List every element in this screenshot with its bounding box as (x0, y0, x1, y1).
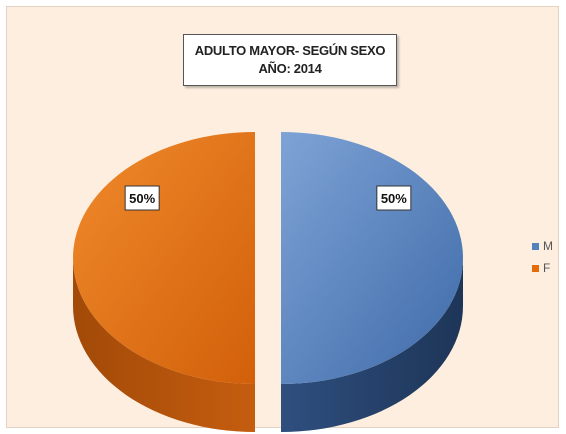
slice-f (73, 132, 255, 432)
legend-label-m: M (543, 239, 553, 253)
chart-title-box: ADULTO MAYOR- SEGÚN SEXO AÑO: 2014 (183, 34, 397, 86)
legend-swatch-m (532, 242, 539, 250)
chart-subtitle: AÑO: 2014 (258, 61, 322, 76)
svg-text:50%: 50% (129, 191, 155, 206)
slice-m-side (281, 258, 463, 432)
slice-m-top (281, 132, 463, 384)
slice-f-side (73, 258, 255, 432)
legend-swatch-f (532, 264, 539, 272)
slice-m (281, 132, 463, 432)
data-label-f: 50% (124, 185, 160, 211)
legend: M F (532, 235, 553, 279)
data-label-m: 50% (376, 185, 412, 211)
slice-f-top (73, 132, 255, 384)
legend-item-m: M (532, 235, 553, 257)
legend-label-f: F (543, 261, 551, 275)
legend-item-f: F (532, 257, 553, 279)
svg-text:50%: 50% (381, 191, 407, 206)
chart-title: ADULTO MAYOR- SEGÚN SEXO (194, 43, 386, 58)
